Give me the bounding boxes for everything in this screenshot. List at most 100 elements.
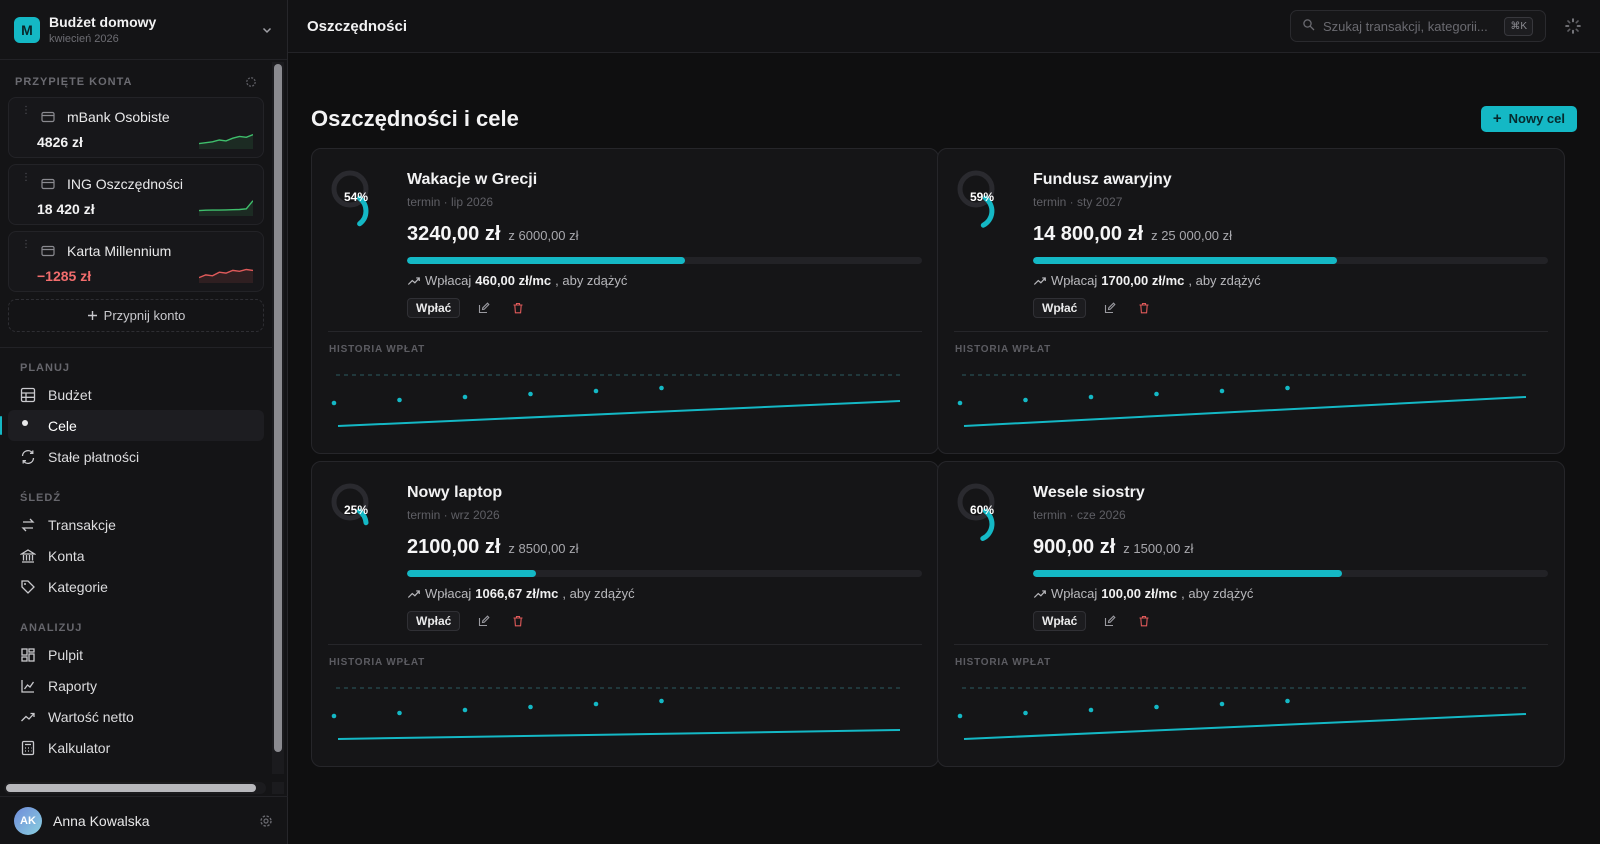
chart-line-icon bbox=[21, 679, 35, 693]
history-trend-line bbox=[337, 400, 901, 427]
history-point bbox=[462, 707, 468, 713]
pinned-account-card[interactable]: ⋮ Karta Millennium −1285 zł bbox=[8, 231, 264, 292]
account-name: ING Oszczędności bbox=[67, 176, 183, 192]
edit-icon[interactable] bbox=[1100, 298, 1120, 318]
sidebar-item-kategorie[interactable]: Kategorie bbox=[8, 571, 264, 602]
deposit-button[interactable]: Wpłać bbox=[407, 298, 461, 318]
history-chart bbox=[331, 374, 901, 427]
sidebar-item-stałe-płatności[interactable]: Stałe płatności bbox=[8, 441, 264, 472]
goal-target-amount: z 8500,00 zł bbox=[508, 541, 579, 556]
plus-icon: + bbox=[1492, 110, 1502, 127]
pinned-account-card[interactable]: ⋮ ING Oszczędności 18 420 zł bbox=[8, 164, 264, 225]
goal-title: Fundusz awaryjny bbox=[1033, 171, 1172, 188]
drag-handle-icon[interactable]: ⋮ bbox=[21, 105, 32, 116]
scrollbar-thumb[interactable] bbox=[6, 784, 256, 792]
edit-icon[interactable] bbox=[474, 298, 494, 318]
goal-percent: 25% bbox=[344, 503, 369, 517]
history-label: HISTORIA WPŁAT bbox=[329, 657, 426, 668]
sidebar-item-raporty[interactable]: Raporty bbox=[8, 670, 264, 701]
settings-icon[interactable] bbox=[244, 75, 258, 89]
sidebar-item-kalkulator[interactable]: Kalkulator bbox=[8, 732, 264, 763]
deposit-button[interactable]: Wpłać bbox=[1033, 611, 1087, 631]
deposit-button[interactable]: Wpłać bbox=[407, 611, 461, 631]
goal-current-amount: 2100,00 zł bbox=[407, 536, 501, 558]
sidebar-item-label: Transakcje bbox=[48, 516, 116, 533]
goal-advice-suffix: , aby zdążyć bbox=[1181, 586, 1254, 601]
account-name: mBank Osobiste bbox=[67, 109, 170, 125]
goal-title: Wakacje w Grecji bbox=[407, 171, 538, 188]
avatar: AK bbox=[14, 806, 42, 835]
settings-icon[interactable] bbox=[258, 813, 274, 829]
edit-icon[interactable] bbox=[1100, 611, 1120, 631]
account-sparkline bbox=[199, 200, 253, 216]
goal-advice-prefix: Wpłacaj bbox=[1051, 586, 1098, 601]
goal-advice-suffix: , aby zdążyć bbox=[555, 273, 628, 288]
sidebar-item-budżet[interactable]: Budżet bbox=[8, 379, 264, 410]
history-point bbox=[593, 388, 599, 394]
delete-icon[interactable] bbox=[1134, 298, 1154, 318]
user-profile[interactable]: AK Anna Kowalska bbox=[0, 796, 288, 844]
sidebar-horizontal-scrollbar[interactable] bbox=[4, 782, 266, 794]
sidebar-item-transakcje[interactable]: Transakcje bbox=[8, 509, 264, 540]
goal-card: 54% Wakacje w Grecji termin · lip 2026 3… bbox=[311, 148, 939, 454]
goal-target-amount: z 6000,00 zł bbox=[508, 228, 579, 243]
search-input[interactable]: Szukaj transakcji, kategorii... ⌘K bbox=[1290, 10, 1546, 42]
search-shortcut: ⌘K bbox=[1504, 17, 1533, 36]
new-goal-label: Nowy cel bbox=[1508, 111, 1565, 126]
sidebar-item-label: Kategorie bbox=[48, 578, 108, 595]
delete-icon[interactable] bbox=[508, 298, 528, 318]
goal-percent: 54% bbox=[344, 190, 369, 204]
account-balance: 18 420 zł bbox=[37, 201, 95, 217]
goal-advice-suffix: , aby zdążyć bbox=[562, 586, 635, 601]
goal-due-date: termin · cze 2026 bbox=[1033, 508, 1126, 522]
drag-handle-icon[interactable]: ⋮ bbox=[21, 172, 32, 183]
trend-up-icon bbox=[1033, 589, 1046, 598]
history-point bbox=[1285, 385, 1290, 391]
sidebar-vertical-scrollbar[interactable] bbox=[272, 62, 284, 774]
sidebar-item-label: Wartość netto bbox=[48, 708, 134, 725]
sidebar-item-label: Budżet bbox=[48, 386, 92, 403]
goal-monthly-amount: 1700,00 zł/mc bbox=[1101, 273, 1185, 288]
dashboard-icon bbox=[21, 647, 35, 662]
new-goal-button[interactable]: + Nowy cel bbox=[1480, 105, 1577, 132]
goal-title: Wesele siostry bbox=[1033, 484, 1145, 501]
history-point bbox=[331, 713, 337, 719]
sidebar-item-wartość-netto[interactable]: Wartość netto bbox=[8, 701, 264, 732]
top-bar: Oszczędności Szukaj transakcji, kategori… bbox=[288, 0, 1600, 53]
history-point bbox=[1154, 391, 1159, 397]
pinned-account-card[interactable]: ⋮ mBank Osobiste 4826 zł bbox=[8, 97, 264, 158]
deposit-button[interactable]: Wpłać bbox=[1033, 298, 1087, 318]
sidebar-item-pulpit[interactable]: Pulpit bbox=[8, 639, 264, 670]
calculator-icon bbox=[21, 740, 35, 755]
sidebar-item-cele[interactable]: Cele bbox=[0, 410, 264, 441]
history-point bbox=[397, 710, 402, 716]
history-trend-line bbox=[963, 396, 1527, 427]
workspace-switcher[interactable]: M Budżet domowy kwiecień 2026 bbox=[0, 0, 287, 60]
delete-icon[interactable] bbox=[1134, 611, 1154, 631]
goal-target-amount: z 1500,00 zł bbox=[1123, 541, 1194, 556]
scrollbar-thumb[interactable] bbox=[274, 64, 282, 752]
pin-account-button[interactable]: Przypnij konto bbox=[8, 299, 264, 332]
goal-progress-ring bbox=[957, 170, 995, 228]
chevron-down-icon[interactable] bbox=[261, 24, 273, 36]
sidebar-item-konta[interactable]: Konta bbox=[8, 540, 264, 571]
goal-progress-fill bbox=[407, 570, 536, 577]
target-icon bbox=[22, 419, 28, 426]
history-chart bbox=[331, 687, 901, 740]
sidebar-scroll-area[interactable]: PRZYPIĘTE KONTA ⋮ mBank Osobiste 4826 zł… bbox=[0, 60, 272, 778]
goal-progress-ring bbox=[331, 483, 369, 526]
history-point bbox=[957, 713, 963, 719]
sidebar-item-label: Konta bbox=[48, 547, 85, 564]
repeat-icon bbox=[21, 449, 35, 464]
account-sparkline bbox=[199, 268, 253, 283]
goal-progress-ring bbox=[957, 483, 995, 541]
drag-handle-icon[interactable]: ⋮ bbox=[21, 239, 32, 250]
goal-advice-prefix: Wpłacaj bbox=[425, 273, 472, 288]
search-icon bbox=[1303, 19, 1315, 31]
goal-progress-bar bbox=[407, 570, 922, 577]
history-point bbox=[528, 704, 533, 710]
grid-icon bbox=[20, 387, 36, 402]
delete-icon[interactable] bbox=[508, 611, 528, 631]
edit-icon[interactable] bbox=[474, 611, 494, 631]
nav-section-title: PLANUJ bbox=[20, 362, 71, 374]
